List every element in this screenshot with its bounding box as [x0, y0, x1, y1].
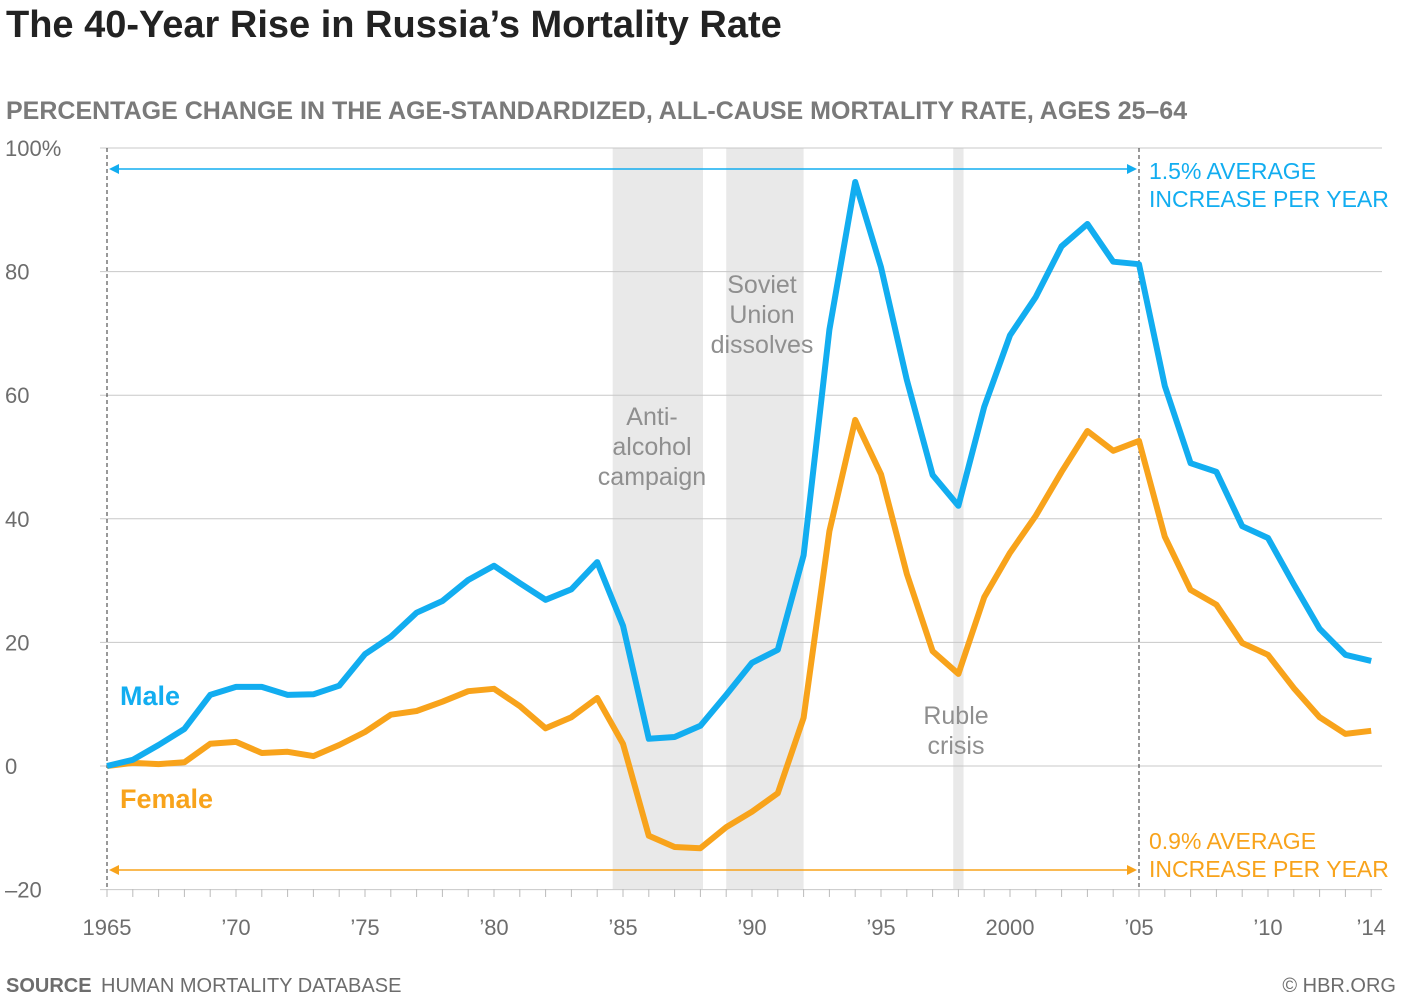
- male-range-arrow-head: [1127, 164, 1137, 174]
- x-tick-label: ’14: [1357, 915, 1386, 940]
- period-label: campaign: [598, 463, 706, 491]
- period-label: Soviet: [727, 271, 797, 299]
- credit: © HBR.ORG: [1282, 975, 1396, 997]
- x-tick-label: ’90: [737, 915, 766, 940]
- female-average-note: 0.9% AVERAGE: [1149, 828, 1316, 854]
- female-average-note: INCREASE PER YEAR: [1149, 856, 1389, 882]
- chart-subtitle: PERCENTAGE CHANGE IN THE AGE-STANDARDIZE…: [6, 97, 1187, 125]
- y-tick-label: 60: [5, 383, 29, 408]
- series-label: Male: [120, 681, 180, 711]
- y-tick-label: 0: [5, 754, 17, 779]
- y-tick-label: 40: [5, 507, 29, 532]
- period-label: Anti-: [626, 403, 677, 431]
- x-tick-label: ’85: [608, 915, 637, 940]
- x-tick-label: ’10: [1253, 915, 1282, 940]
- x-tick-label: ’80: [479, 915, 508, 940]
- x-tick-label: 1965: [83, 915, 132, 940]
- x-tick-label: ’75: [350, 915, 379, 940]
- male-average-note: INCREASE PER YEAR: [1149, 186, 1389, 212]
- x-tick-label: ’70: [221, 915, 250, 940]
- period-label: dissolves: [711, 331, 814, 359]
- y-tick-label: 100%: [5, 136, 61, 161]
- male-average-note: 1.5% AVERAGE: [1149, 158, 1316, 184]
- x-tick-label: ’05: [1124, 915, 1153, 940]
- period-label: Union: [729, 301, 794, 329]
- y-tick-label: 20: [5, 630, 29, 655]
- female-range-arrow-head: [1127, 865, 1137, 875]
- x-tick-label: ’95: [866, 915, 895, 940]
- male-range-arrow-head: [109, 164, 119, 174]
- y-tick-label: 80: [5, 260, 29, 285]
- source-label: SOURCE: [6, 975, 92, 997]
- x-tick-label: 2000: [986, 915, 1035, 940]
- series-label: Female: [120, 784, 213, 814]
- period-label: alcohol: [612, 433, 691, 461]
- source-text: HUMAN MORTALITY DATABASE: [101, 975, 401, 997]
- chart-title: The 40-Year Rise in Russia’s Mortality R…: [6, 4, 782, 46]
- male-line: [106, 179, 1372, 769]
- period-label: Ruble: [923, 702, 988, 730]
- female-line: [106, 416, 1372, 852]
- y-tick-label: –20: [5, 878, 42, 903]
- female-range-arrow-head: [109, 865, 119, 875]
- period-label: crisis: [928, 732, 985, 760]
